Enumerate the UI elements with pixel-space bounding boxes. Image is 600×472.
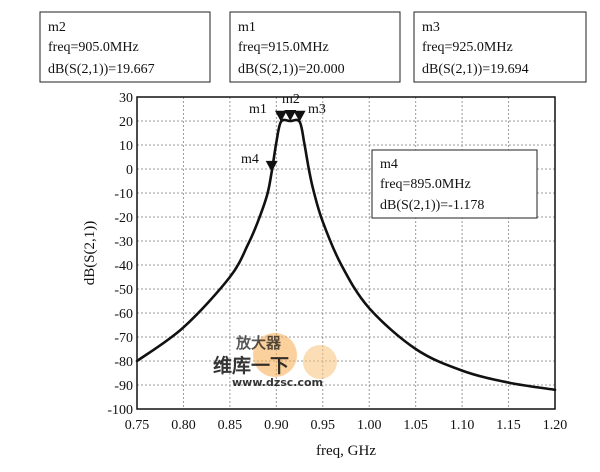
y-tick-label: -60 bbox=[114, 307, 133, 322]
marker-box-m2: m2 freq=905.0MHz dB(S(2,1))=19.667 bbox=[39, 11, 211, 83]
marker-box-m3-freq: freq=925.0MHz bbox=[422, 40, 513, 55]
y-tick-label: -100 bbox=[107, 403, 133, 418]
x-tick-label: 0.95 bbox=[311, 418, 336, 433]
marker-box-m4-name: m4 bbox=[380, 157, 398, 172]
x-axis-ticks: 0.75 0.80 0.85 0.90 0.95 1.00 1.05 1.10 1.15 1.20 bbox=[125, 418, 568, 433]
marker-label-m3: m3 bbox=[308, 102, 326, 117]
x-tick-label: 0.85 bbox=[218, 418, 243, 433]
x-tick-label: 1.20 bbox=[543, 418, 568, 433]
x-tick-label: 0.90 bbox=[264, 418, 289, 433]
watermark-url: www.dzsc.com bbox=[232, 376, 323, 389]
marker-box-m2-name: m2 bbox=[48, 20, 66, 35]
marker-box-m2-freq: freq=905.0MHz bbox=[48, 40, 139, 55]
x-tick-label: 0.80 bbox=[171, 418, 196, 433]
watermark-mascot-icon bbox=[303, 345, 337, 379]
x-tick-label: 1.00 bbox=[357, 418, 382, 433]
y-axis-ticks: 30 20 10 0 -10 -20 -30 -40 -50 -60 -70 -80 -90 -100 bbox=[107, 91, 133, 418]
x-tick-label: 1.15 bbox=[496, 418, 521, 433]
watermark-brand: 维库一下 bbox=[213, 354, 289, 377]
plot-area-frame bbox=[136, 96, 556, 410]
y-tick-label: -30 bbox=[114, 235, 133, 250]
marker-box-m1: m1 freq=915.0MHz dB(S(2,1))=20.000 bbox=[229, 11, 401, 83]
marker-box-m4-freq: freq=895.0MHz bbox=[380, 177, 471, 192]
y-axis-title: dB(S(2,1)) bbox=[82, 221, 98, 286]
y-tick-label: 0 bbox=[126, 163, 133, 178]
marker-box-m3: m3 freq=925.0MHz dB(S(2,1))=19.694 bbox=[413, 11, 587, 83]
x-tick-label: 0.75 bbox=[125, 418, 150, 433]
marker-box-m1-freq: freq=915.0MHz bbox=[238, 40, 329, 55]
marker-box-m3-value: dB(S(2,1))=19.694 bbox=[422, 62, 529, 77]
x-tick-label: 1.10 bbox=[450, 418, 475, 433]
marker-box-m2-value: dB(S(2,1))=19.667 bbox=[48, 62, 155, 77]
x-tick-label: 1.05 bbox=[403, 418, 428, 433]
y-tick-label: -80 bbox=[114, 355, 133, 370]
marker-box-m4: m4 freq=895.0MHz dB(S(2,1))=-1.178 bbox=[371, 149, 538, 219]
marker-glyphs bbox=[265, 110, 306, 172]
marker-box-m3-name: m3 bbox=[422, 20, 440, 35]
y-tick-label: -40 bbox=[114, 259, 133, 274]
marker-label-m2: m2 bbox=[282, 92, 300, 107]
y-tick-label: -50 bbox=[114, 283, 133, 298]
marker-m3-triangle bbox=[293, 110, 306, 122]
y-tick-label: 10 bbox=[119, 139, 133, 154]
marker-m2-triangle bbox=[274, 110, 287, 122]
marker-label-m4: m4 bbox=[241, 152, 259, 167]
marker-m1-triangle bbox=[284, 110, 297, 121]
marker-m4-triangle bbox=[265, 160, 278, 172]
watermark-logo-text: 放大器 bbox=[235, 334, 282, 352]
y-tick-label: -90 bbox=[114, 379, 133, 394]
marker-box-m1-name: m1 bbox=[238, 20, 256, 35]
y-tick-label: -70 bbox=[114, 331, 133, 346]
marker-label-m1: m1 bbox=[249, 102, 267, 117]
x-axis-title: freq, GHz bbox=[316, 443, 376, 459]
watermark: 放大器 维库一下 www.dzsc.com bbox=[213, 333, 337, 389]
y-tick-label: 20 bbox=[119, 115, 133, 130]
watermark-logo-icon bbox=[253, 333, 297, 377]
y-tick-label: -20 bbox=[114, 211, 133, 226]
marker-box-m4-value: dB(S(2,1))=-1.178 bbox=[380, 198, 484, 213]
marker-box-m1-value: dB(S(2,1))=20.000 bbox=[238, 62, 345, 77]
y-tick-label: -10 bbox=[114, 187, 133, 202]
series-line-s21 bbox=[135, 118, 557, 392]
y-tick-label: 30 bbox=[119, 91, 133, 106]
chart-grid bbox=[136, 96, 556, 410]
